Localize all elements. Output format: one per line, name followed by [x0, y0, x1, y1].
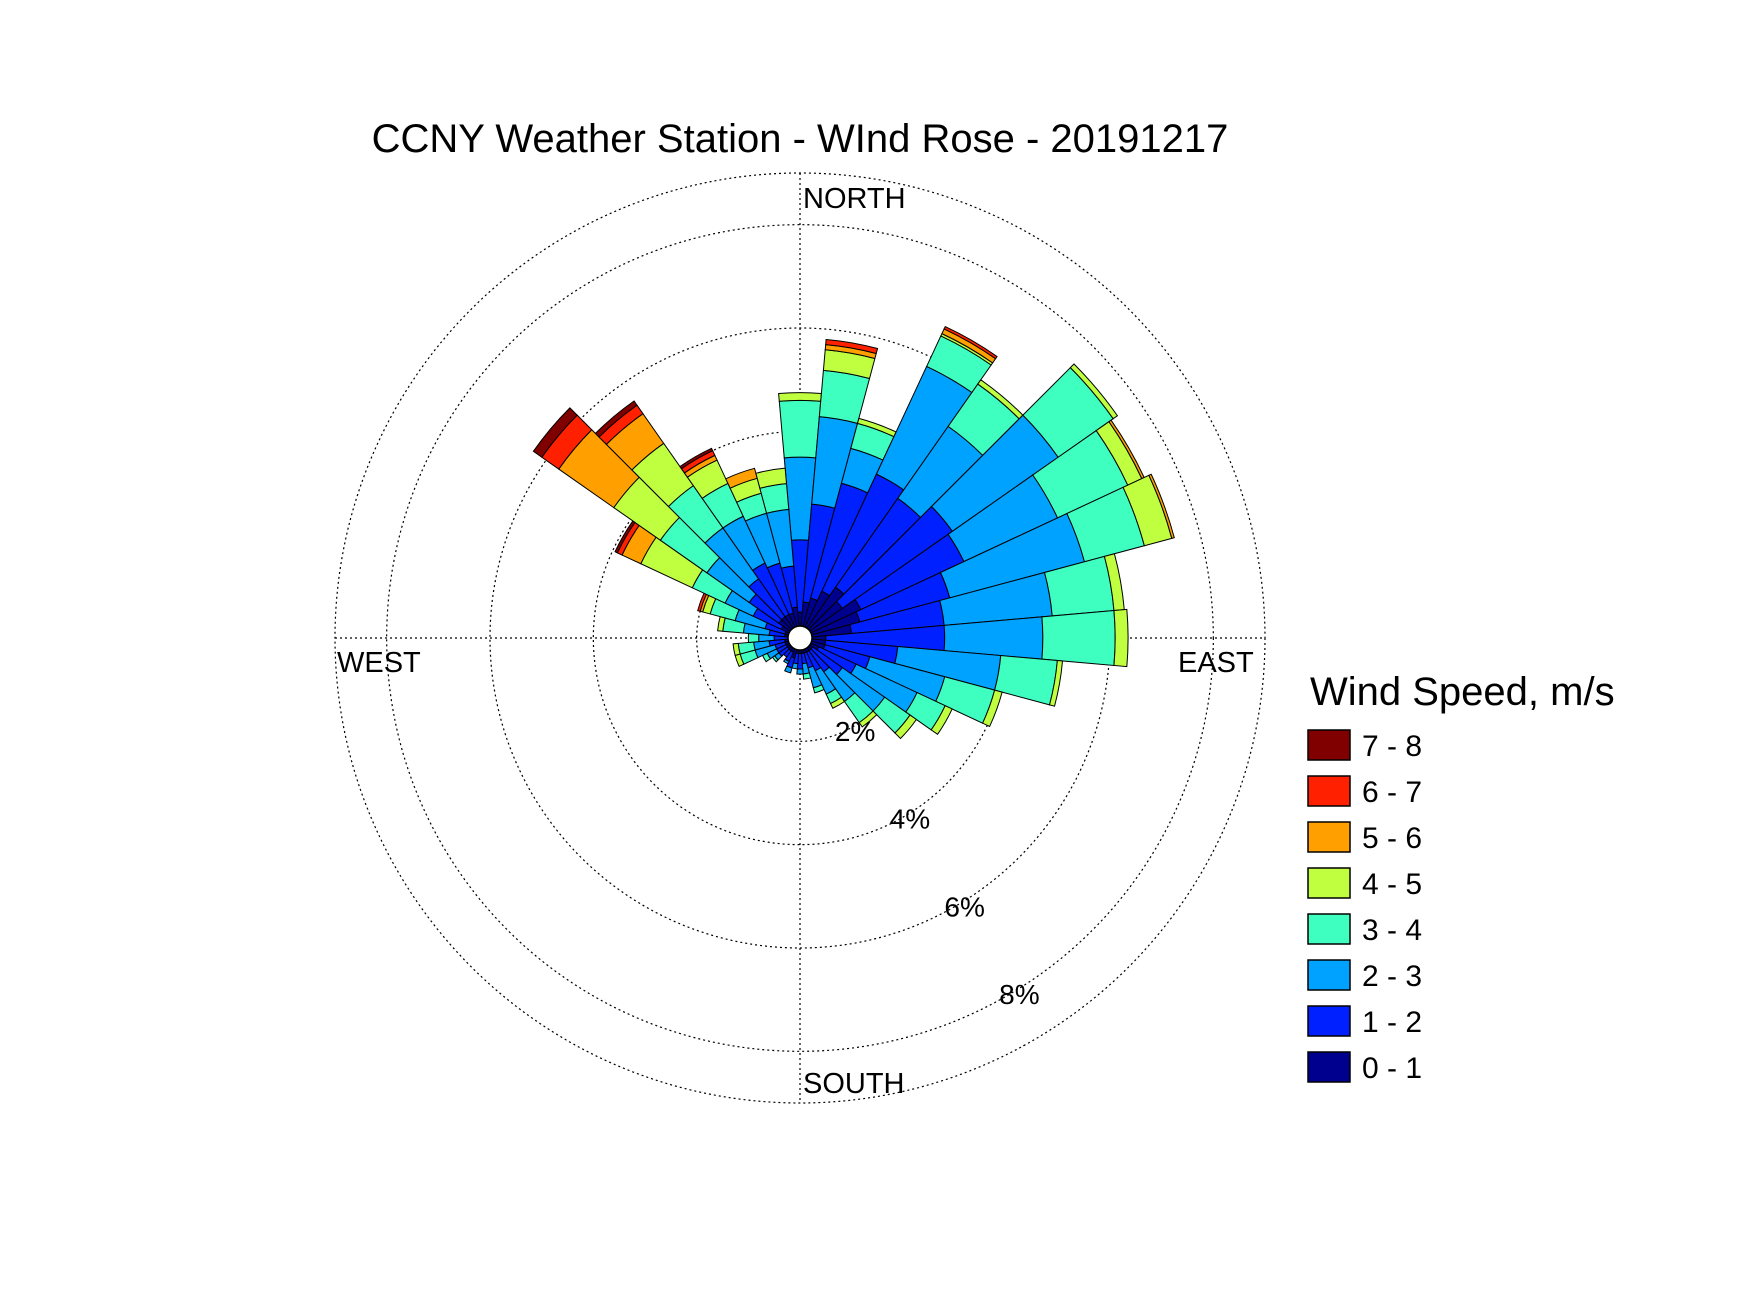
- wind-sector-segment: [812, 684, 825, 694]
- label-south: SOUTH: [803, 1068, 905, 1100]
- ring-label: 2%: [835, 716, 875, 747]
- legend-swatch: [1307, 913, 1351, 945]
- legend-swatch: [1307, 867, 1351, 899]
- wind-sector-segment: [725, 467, 758, 489]
- legend-label: 0 - 1: [1362, 1052, 1422, 1085]
- wind-sector-segment: [1113, 608, 1129, 668]
- ring-label: 8%: [999, 979, 1039, 1010]
- wind-sector-segment: [732, 642, 741, 656]
- legend-label: 3 - 4: [1362, 914, 1422, 947]
- legend-label: 1 - 2: [1362, 1006, 1422, 1039]
- legend-swatch: [1307, 1005, 1351, 1037]
- wind-sector-segment: [1041, 609, 1116, 667]
- wind-sector-segment: [858, 710, 878, 728]
- grid-ring: [386, 224, 1214, 1052]
- wind-sector-segment: [930, 705, 953, 736]
- wind-sector-segment: [802, 672, 812, 680]
- wind-sector-segment: [778, 399, 822, 459]
- legend-swatch: [1307, 1051, 1351, 1083]
- legend-label: 2 - 3: [1362, 960, 1422, 993]
- wind-sectors: [532, 325, 1175, 740]
- wind-sector-segment: [796, 668, 804, 675]
- wind-sector-segment: [994, 655, 1058, 706]
- wind-sector-segment: [784, 665, 793, 674]
- legend-swatch: [1307, 775, 1351, 807]
- legend-swatch: [1307, 821, 1351, 853]
- center-hole: [787, 625, 813, 651]
- ring-label: 6%: [944, 891, 984, 922]
- legend-label: 6 - 7: [1362, 776, 1422, 809]
- label-east: EAST: [1178, 647, 1254, 679]
- label-west: WEST: [337, 647, 421, 679]
- wind-sector-segment: [1148, 473, 1175, 539]
- wind-sector-segment: [981, 689, 1003, 728]
- ring-labels: 2% 4% 6% 8%: [835, 716, 1040, 1010]
- legend: Wind Speed, m/s 7 - 8 6 - 7 5 - 6 4 - 5 3 - …: [1307, 670, 1615, 1085]
- legend-title: Wind Speed, m/s: [1310, 670, 1615, 714]
- wind-sector-segment: [532, 407, 578, 458]
- legend-swatch: [1307, 959, 1351, 991]
- wind-sector-segment: [778, 392, 822, 402]
- wind-sector-segment: [943, 325, 998, 360]
- wind-sector-segment: [747, 632, 760, 644]
- label-north: NORTH: [803, 183, 906, 215]
- chart-title: CCNY Weather Station - WInd Rose - 20191…: [372, 117, 1229, 161]
- wind-sector-segment: [825, 338, 879, 355]
- wind-sector-segment: [1069, 363, 1119, 420]
- wind-sector-segment: [1048, 659, 1064, 707]
- legend-label: 7 - 8: [1362, 730, 1422, 763]
- wind-sector-segment: [829, 696, 846, 709]
- wind-sector-segment: [755, 467, 788, 489]
- wind-sector-segment: [594, 400, 638, 438]
- legend-label: 5 - 6: [1362, 822, 1422, 855]
- wind-sector-segment: [783, 658, 790, 665]
- wind-sector-segment: [679, 447, 714, 470]
- ring-label: 4%: [890, 804, 930, 835]
- legend-label: 4 - 5: [1362, 868, 1422, 901]
- wind-sector-segment: [894, 714, 918, 740]
- wind-sector-segment: [818, 369, 871, 425]
- legend-swatch: [1307, 729, 1351, 761]
